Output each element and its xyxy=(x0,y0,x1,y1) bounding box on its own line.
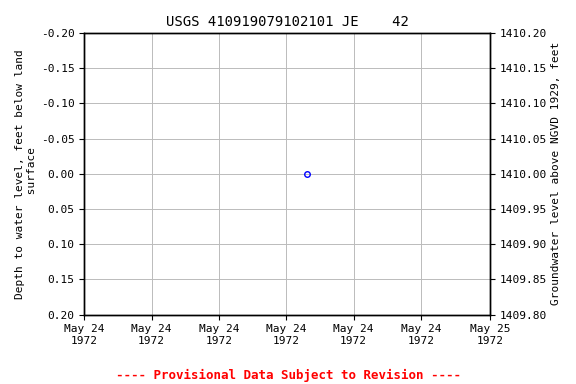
Y-axis label: Groundwater level above NGVD 1929, feet: Groundwater level above NGVD 1929, feet xyxy=(551,42,561,305)
Y-axis label: Depth to water level, feet below land
 surface: Depth to water level, feet below land su… xyxy=(15,49,37,299)
Title: USGS 410919079102101 JE    42: USGS 410919079102101 JE 42 xyxy=(166,15,408,29)
Text: ---- Provisional Data Subject to Revision ----: ---- Provisional Data Subject to Revisio… xyxy=(116,369,460,382)
